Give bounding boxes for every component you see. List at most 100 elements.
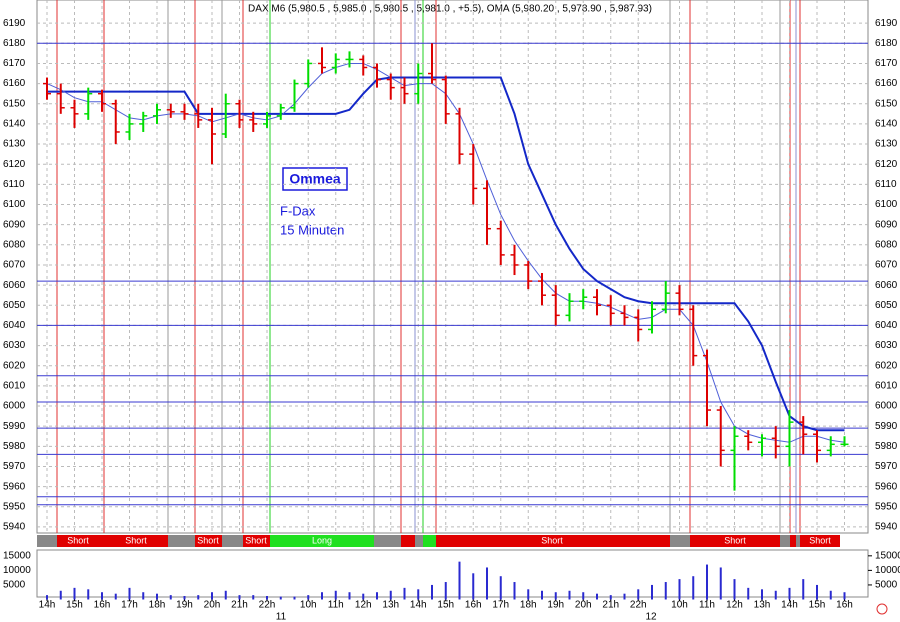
- volume-bar: [211, 592, 213, 600]
- volume-bar: [348, 592, 351, 600]
- y-tick-label: 6140: [3, 119, 26, 130]
- signal-flat: [415, 535, 423, 547]
- volume-bar: [761, 589, 763, 600]
- volume-bar: [238, 595, 241, 600]
- x-tick-label: 19h: [176, 600, 193, 611]
- y-tick-label: 5940: [875, 522, 898, 533]
- y-tick-label: 6060: [3, 280, 26, 291]
- x-tick-label: 22h: [630, 600, 647, 611]
- y-tick-label: 6090: [3, 219, 26, 230]
- signal-flat: [168, 535, 195, 547]
- volume-bar: [114, 593, 117, 600]
- y-tick-label: 5990: [3, 421, 26, 432]
- y-tick-label: 5970: [3, 461, 26, 472]
- volume-bar: [183, 596, 186, 600]
- y-tick-label: 5970: [875, 461, 898, 472]
- volume-bar: [73, 587, 76, 600]
- signal-label: Short: [724, 535, 746, 545]
- y-tick-label: 6010: [875, 381, 898, 392]
- x-tick-label: 13h: [382, 600, 399, 611]
- annotation: F-Dax: [280, 203, 316, 218]
- y-tick-label: 6000: [875, 401, 898, 412]
- volume-bar: [403, 587, 406, 600]
- x-tick-label: 13h: [754, 600, 771, 611]
- volume-bar: [568, 590, 571, 600]
- y-tick-label: 5960: [875, 481, 898, 492]
- x-tick-label: 15h: [809, 600, 826, 611]
- volume-bar: [142, 592, 145, 600]
- y-tick-label: 6100: [875, 199, 898, 210]
- y-tick-label: 5990: [875, 421, 898, 432]
- signal-label: Long: [312, 535, 332, 545]
- y-tick-label: 6170: [875, 58, 898, 69]
- volume-bar: [334, 590, 337, 600]
- signal-flat: [374, 535, 401, 547]
- x-tick-label: 19h: [547, 600, 564, 611]
- x-tick-label: 17h: [492, 600, 509, 611]
- signal-short: [436, 535, 670, 547]
- volume-bar: [609, 595, 612, 600]
- y-tick-label: 6070: [3, 260, 26, 271]
- volume-bar: [816, 584, 818, 600]
- y-tick-label: 6130: [3, 139, 26, 150]
- x-tick-label: 17h: [121, 600, 138, 611]
- volume-bar: [747, 587, 750, 600]
- volume-bar: [802, 579, 805, 600]
- y-tick-label: 5960: [3, 481, 26, 492]
- signal-label: Short: [245, 535, 267, 545]
- y-tick-label: 6070: [875, 260, 898, 271]
- volume-tick-label: 5000: [875, 580, 898, 591]
- y-tick-label: 5980: [875, 441, 898, 452]
- volume-bar: [279, 596, 282, 600]
- volume-bar: [651, 584, 653, 600]
- signal-short: [57, 535, 104, 547]
- x-tick-label: 14h: [781, 600, 798, 611]
- y-tick-label: 6030: [875, 340, 898, 351]
- y-tick-label: 6150: [875, 98, 898, 109]
- y-tick-label: 6040: [3, 320, 26, 331]
- x-tick-label: 10h: [671, 600, 688, 611]
- volume-bar: [59, 590, 62, 600]
- volume-bar: [46, 595, 48, 600]
- signal-short: [800, 535, 840, 547]
- volume-bar: [733, 579, 736, 600]
- x-tick-label: 14h: [410, 600, 427, 611]
- y-tick-label: 6120: [3, 159, 26, 170]
- volume-bar: [293, 596, 296, 600]
- volume-bar: [499, 576, 502, 600]
- y-tick-label: 6020: [875, 360, 898, 371]
- volume-bar: [678, 579, 681, 600]
- signal-flat: [37, 535, 57, 547]
- volume-bar: [623, 593, 626, 600]
- x-tick-label: 16h: [465, 600, 482, 611]
- volume-bar: [513, 582, 516, 600]
- signal-short: [104, 535, 168, 547]
- x-tick-label: 12h: [355, 600, 372, 611]
- volume-bar: [829, 590, 832, 600]
- volume-tick-label: 15000: [3, 550, 31, 561]
- volume-bar: [197, 595, 200, 600]
- volume-bar: [376, 592, 378, 600]
- volume-bar: [101, 592, 103, 600]
- volume-bar: [266, 596, 268, 600]
- volume-bar: [692, 576, 695, 600]
- volume-bar: [156, 593, 158, 600]
- signal-short: [790, 535, 796, 547]
- volume-bar: [128, 587, 131, 600]
- y-tick-label: 6060: [875, 280, 898, 291]
- volume-bar: [486, 567, 488, 600]
- y-tick-label: 6170: [3, 58, 26, 69]
- y-tick-label: 6150: [3, 98, 26, 109]
- y-tick-label: 6130: [875, 139, 898, 150]
- volume-bar: [843, 592, 846, 600]
- y-tick-label: 6190: [3, 18, 26, 29]
- signal-label: Short: [809, 535, 831, 545]
- signal-label: Short: [67, 535, 89, 545]
- volume-bar: [472, 573, 475, 600]
- x-tick-label: 20h: [204, 600, 221, 611]
- y-tick-label: 6030: [3, 340, 26, 351]
- x-tick-label: 10h: [300, 600, 317, 611]
- signal-flat: [222, 535, 243, 547]
- signal-long: [270, 535, 374, 547]
